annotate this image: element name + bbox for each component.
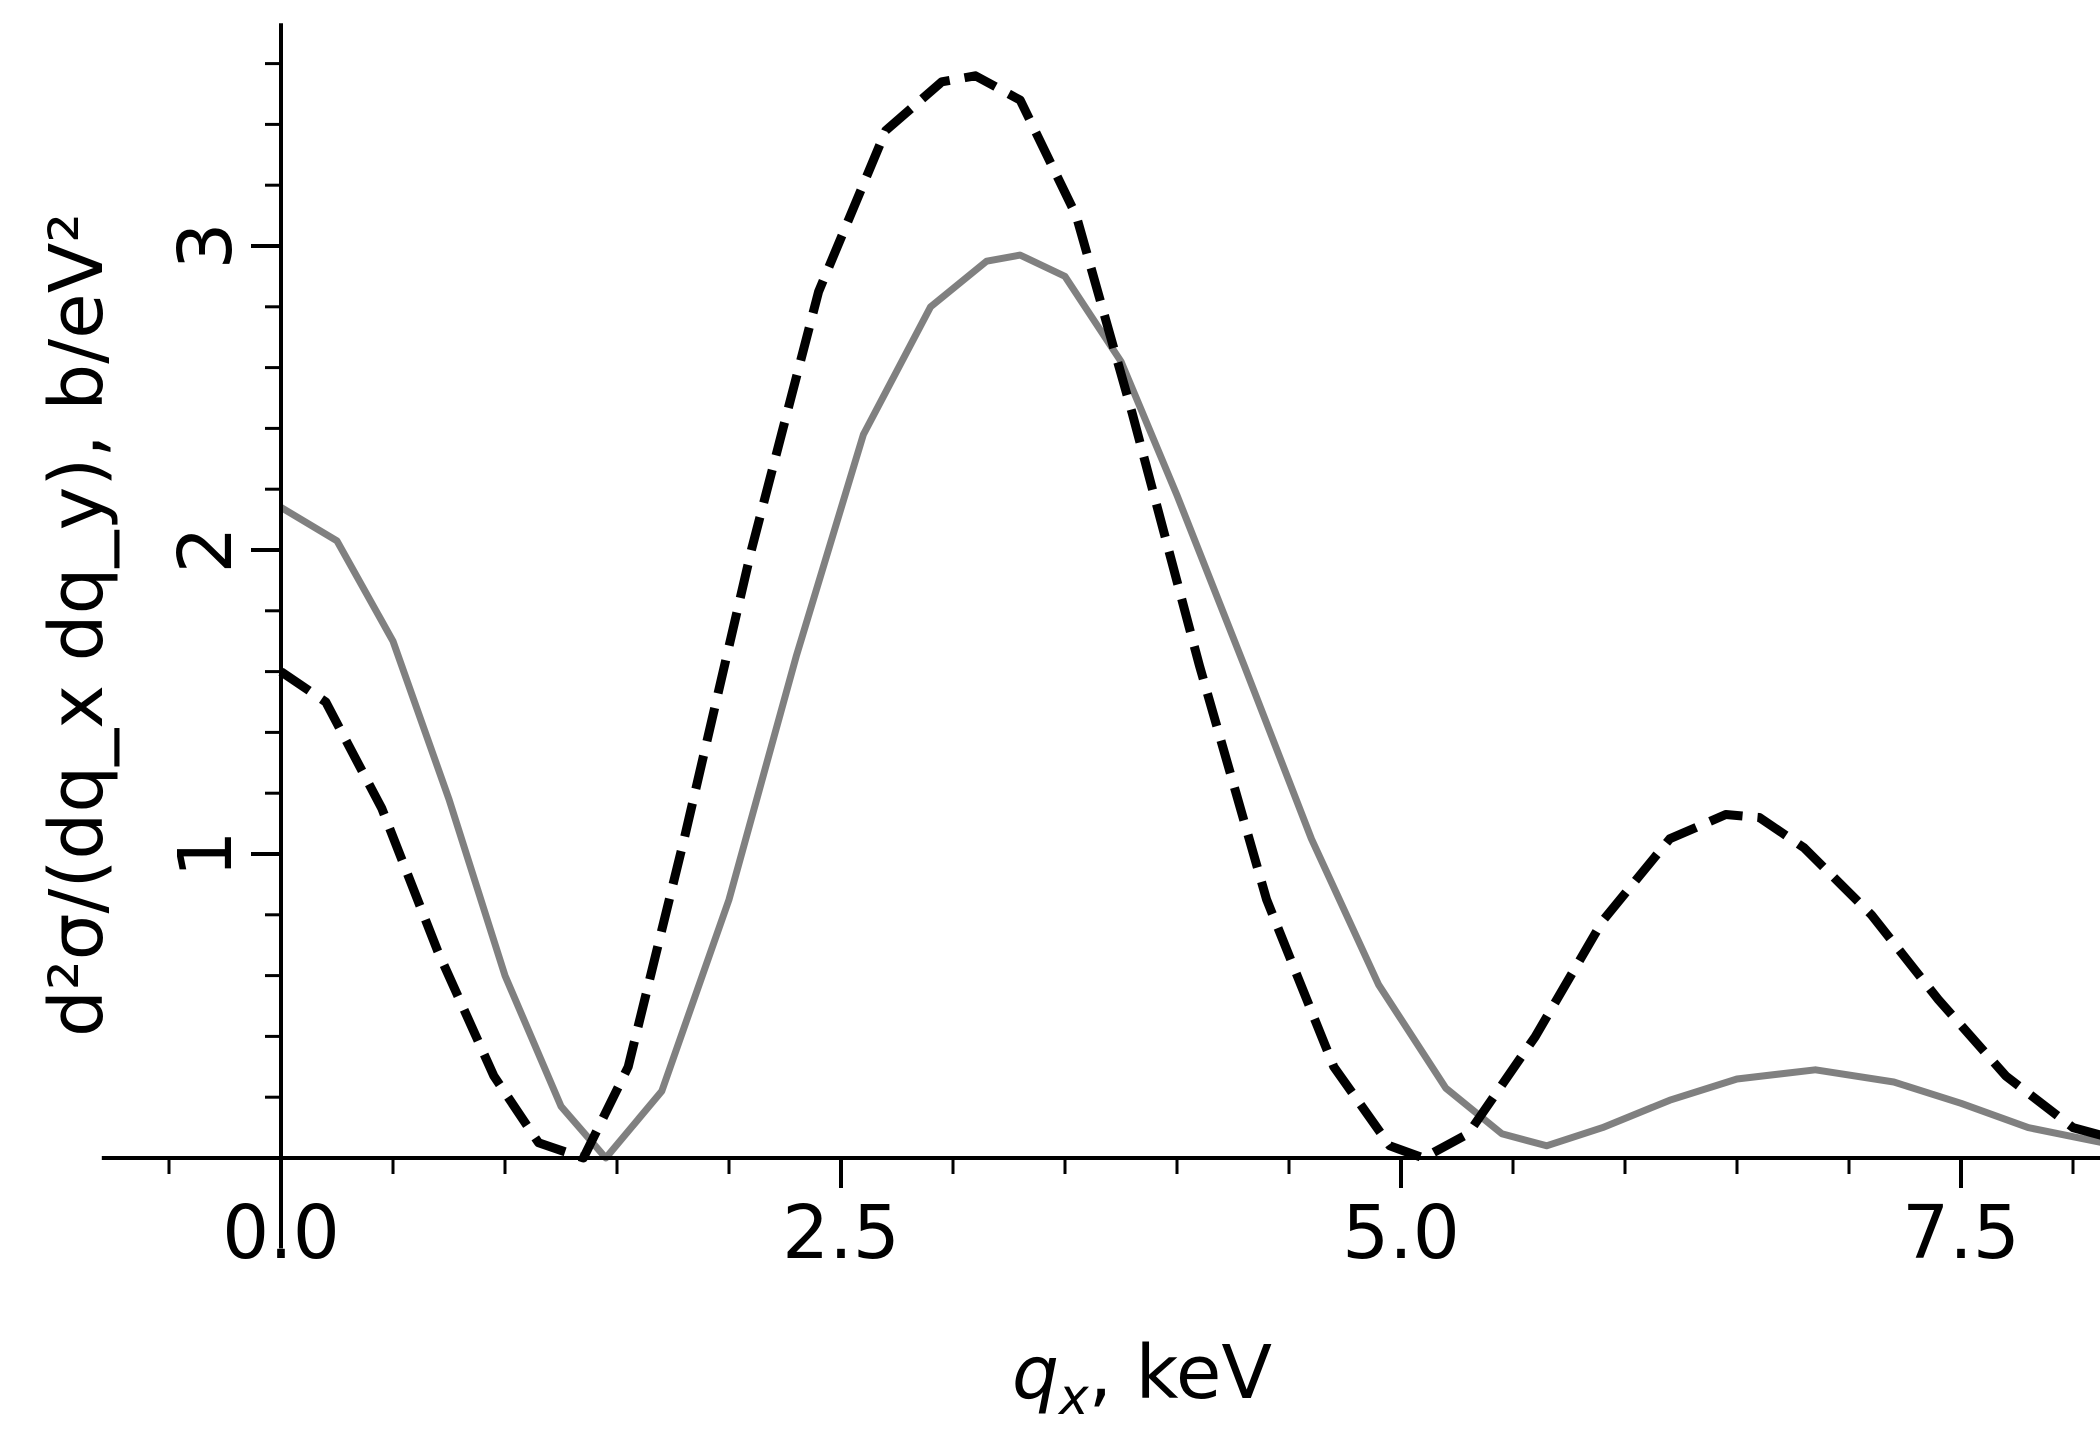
series-layer bbox=[278, 71, 2100, 1163]
x-axis-title: qx, keV bbox=[1012, 1330, 1272, 1426]
x-axis-title-sub: x bbox=[1057, 1368, 1089, 1426]
axes-layer bbox=[101, 23, 2100, 1249]
y-tick-label: 3 bbox=[163, 222, 249, 269]
x-axis-title-unit: , keV bbox=[1089, 1330, 1273, 1416]
y-tick-label: 2 bbox=[163, 526, 249, 573]
labels-layer: 0.02.55.07.510.012.515.0123 bbox=[163, 222, 2020, 1276]
x-axis-title-var: q bbox=[1012, 1330, 1059, 1416]
x-tick-label: 2.5 bbox=[782, 1190, 900, 1276]
x-tick-label: 0.0 bbox=[222, 1190, 340, 1276]
y-axis-title: d²σ/(dq_x dq_y), b/eV² bbox=[34, 213, 120, 1037]
y-tick-label: 1 bbox=[163, 830, 249, 877]
series-line-2 bbox=[278, 71, 2100, 1163]
x-tick-label: 5.0 bbox=[1342, 1190, 1460, 1276]
series-line-1 bbox=[279, 251, 2100, 1162]
x-tick-label: 7.5 bbox=[1902, 1190, 2020, 1276]
